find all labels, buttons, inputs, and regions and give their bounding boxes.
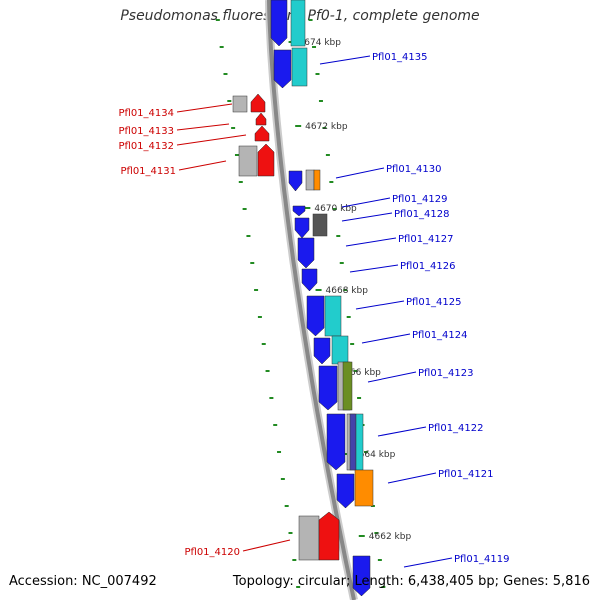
label-leader-line bbox=[178, 160, 227, 171]
annotation-block bbox=[342, 361, 353, 411]
reverse-gene[interactable] bbox=[254, 125, 270, 142]
annotation-block bbox=[305, 169, 315, 191]
gene-label-pfl01_4130[interactable]: Pfl01_4130 bbox=[386, 164, 442, 175]
gene-track bbox=[232, 0, 374, 597]
label-leader-line bbox=[345, 237, 397, 247]
gene-label-pfl01_4122[interactable]: Pfl01_4122 bbox=[428, 423, 484, 434]
gene-label-pfl01_4123[interactable]: Pfl01_4123 bbox=[418, 368, 474, 379]
forward-gene[interactable] bbox=[301, 268, 318, 292]
gene-label-pfl01_4132[interactable]: Pfl01_4132 bbox=[118, 141, 174, 152]
label-leader-line bbox=[335, 167, 385, 179]
annotation-block bbox=[298, 515, 320, 561]
label-leader-line bbox=[367, 371, 417, 383]
gene-label-pfl01_4128[interactable]: Pfl01_4128 bbox=[394, 209, 450, 220]
forward-gene[interactable] bbox=[270, 0, 288, 47]
annotation-block bbox=[331, 335, 349, 365]
kbp-tick-label: 4672 kbp bbox=[305, 122, 348, 132]
forward-gene[interactable] bbox=[352, 555, 371, 597]
kbp-tick-label: 4674 kbp bbox=[299, 38, 342, 48]
label-leader-line bbox=[319, 55, 371, 65]
gene-label-pfl01_4119[interactable]: Pfl01_4119 bbox=[454, 554, 510, 565]
annotation-block bbox=[312, 213, 328, 237]
kbp-tick-label: 4670 kbp bbox=[314, 204, 357, 214]
forward-gene[interactable] bbox=[306, 295, 325, 337]
reverse-gene[interactable] bbox=[255, 112, 267, 126]
annotation-block bbox=[355, 413, 364, 471]
gene-label-pfl01_4129[interactable]: Pfl01_4129 bbox=[392, 194, 448, 205]
forward-gene[interactable] bbox=[313, 337, 331, 365]
gene-label-pfl01_4125[interactable]: Pfl01_4125 bbox=[406, 297, 462, 308]
reverse-gene[interactable] bbox=[250, 93, 266, 113]
genome-backbone bbox=[265, 0, 358, 600]
forward-gene[interactable] bbox=[273, 49, 292, 89]
label-leader-line bbox=[242, 539, 291, 552]
gene-label-layer: Pfl01_4135 Pfl01_4130 Pfl01_4129 Pfl01_4128… bbox=[118, 52, 510, 568]
backbone-line bbox=[267, 0, 356, 600]
annotation-block bbox=[313, 169, 321, 191]
gene-label-pfl01_4135[interactable]: Pfl01_4135 bbox=[372, 52, 428, 63]
annotation-block bbox=[290, 0, 306, 47]
forward-gene[interactable] bbox=[294, 217, 310, 239]
gene-label-pfl01_4133[interactable]: Pfl01_4133 bbox=[118, 126, 174, 137]
label-leader-line bbox=[176, 123, 230, 131]
kbp-tick-label: 4666 kbp bbox=[338, 368, 381, 378]
annotation-block bbox=[232, 95, 248, 113]
forward-gene[interactable] bbox=[292, 205, 306, 217]
label-leader-line bbox=[361, 333, 411, 344]
annotation-block bbox=[324, 295, 342, 337]
gene-label-pfl01_4126[interactable]: Pfl01_4126 bbox=[400, 261, 456, 272]
label-leader-line bbox=[387, 472, 437, 484]
annotation-block bbox=[349, 413, 357, 471]
label-leader-line bbox=[377, 426, 427, 437]
gene-label-pfl01_4124[interactable]: Pfl01_4124 bbox=[412, 330, 468, 341]
kbp-tick-label: 4664 kbp bbox=[353, 450, 396, 460]
forward-gene[interactable] bbox=[318, 365, 338, 411]
forward-gene[interactable] bbox=[326, 413, 346, 471]
label-leader-line bbox=[355, 300, 405, 310]
forward-gene[interactable] bbox=[288, 170, 303, 192]
label-leader-line bbox=[176, 134, 247, 146]
kbp-tick-label: 4662 kbp bbox=[369, 532, 412, 542]
kbp-tick-label: 4668 kbp bbox=[326, 286, 369, 296]
gene-label-pfl01_4120[interactable]: Pfl01_4120 bbox=[184, 547, 240, 558]
forward-gene[interactable] bbox=[336, 473, 355, 509]
label-leader-line bbox=[403, 557, 453, 568]
forward-gene[interactable] bbox=[297, 237, 315, 269]
gene-label-pfl01_4131[interactable]: Pfl01_4131 bbox=[120, 166, 176, 177]
label-leader-line bbox=[341, 212, 393, 222]
gene-label-pfl01_4127[interactable]: Pfl01_4127 bbox=[398, 234, 454, 245]
accession-text: Accession: NC_007492 bbox=[9, 574, 157, 589]
label-leader-line bbox=[349, 264, 399, 273]
genome-summary-text: Topology: circular; Length: 6,438,405 bp… bbox=[232, 574, 590, 589]
reverse-gene[interactable] bbox=[257, 143, 275, 177]
reverse-gene[interactable] bbox=[318, 511, 340, 561]
annotation-block bbox=[354, 469, 374, 507]
label-leader-line bbox=[176, 103, 233, 113]
annotation-block bbox=[291, 47, 308, 87]
gene-label-pfl01_4134[interactable]: Pfl01_4134 bbox=[118, 108, 174, 119]
annotation-block bbox=[238, 145, 258, 177]
label-leader-line bbox=[341, 197, 391, 208]
gene-label-pfl01_4121[interactable]: Pfl01_4121 bbox=[438, 469, 494, 480]
